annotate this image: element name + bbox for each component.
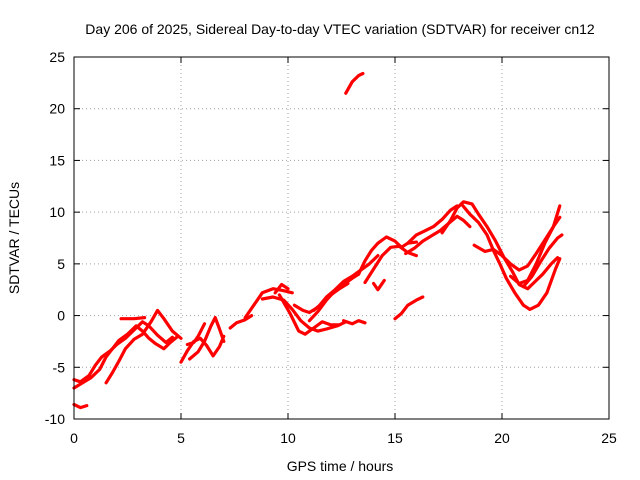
series-arc4 <box>104 308 183 385</box>
series-arc6 <box>179 334 226 364</box>
y-tick-label: -5 <box>53 359 66 375</box>
series-arc1 <box>72 324 179 390</box>
series-arc21 <box>372 278 386 292</box>
series-arc16 <box>312 281 350 312</box>
series-arc5 <box>119 316 147 321</box>
chart-title: Day 206 of 2025, Sidereal Day-to-day VTE… <box>85 21 595 37</box>
x-tick-label: 10 <box>280 430 296 446</box>
series-arc9 <box>228 314 254 330</box>
series-arc15 <box>307 272 361 323</box>
grid-lines <box>74 57 609 419</box>
series-arc22 <box>404 214 472 256</box>
y-tick-label: 5 <box>57 256 65 272</box>
series-arc7 <box>188 316 226 361</box>
data-series <box>72 71 564 410</box>
series-arc23 <box>406 204 459 245</box>
x-axis-label: GPS time / hours <box>287 458 394 474</box>
series-arc11 <box>260 295 348 333</box>
series-arc12 <box>277 293 341 336</box>
y-tick-label: 20 <box>49 101 65 117</box>
y-tick-label: 15 <box>49 152 65 168</box>
y-axis-label: SDTVAR / TECUs <box>6 182 22 294</box>
series-arc2 <box>72 320 174 384</box>
series-arc25 <box>459 202 562 311</box>
x-tick-label: 15 <box>387 430 403 446</box>
series-arc3 <box>72 402 89 410</box>
y-tick-label: 0 <box>57 308 65 324</box>
axes: 0 5 10 15 20 25 -10 -5 0 5 10 15 20 25 <box>45 49 617 446</box>
plot-frame <box>73 56 610 420</box>
x-tick-label: 0 <box>70 430 78 446</box>
series-arc10 <box>243 287 294 320</box>
y-tick-label: 25 <box>49 49 65 65</box>
series-arc19 <box>357 235 418 276</box>
series-arc13 <box>273 282 290 295</box>
series-arc28 <box>521 233 564 289</box>
x-tick-label: 25 <box>601 430 617 446</box>
series-arc17 <box>342 319 367 326</box>
series-arc8 <box>185 322 207 347</box>
series-arc27 <box>509 204 562 286</box>
series-arc18 <box>344 71 365 95</box>
x-tick-label: 20 <box>494 430 510 446</box>
series-arc29 <box>393 295 425 321</box>
y-tick-label: 10 <box>49 204 65 220</box>
y-tick-label: -10 <box>45 411 65 427</box>
x-tick-label: 5 <box>177 430 185 446</box>
